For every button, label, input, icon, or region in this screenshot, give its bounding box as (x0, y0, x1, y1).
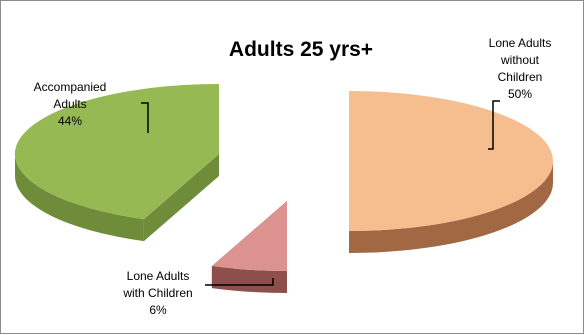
chart-title: Adults 25 yrs+ (229, 38, 373, 61)
slice-lone-without-top (349, 91, 553, 231)
leader-line-lone-without (488, 100, 500, 150)
label-lone-without-line-1: Lone Adults (489, 36, 552, 50)
data-label-accompanied: Accompanied Adults 44% (34, 80, 107, 128)
slice-lone-with-top (211, 201, 287, 272)
slice-lone-with (211, 201, 287, 293)
data-label-lone-with: Lone Adults with Children 6% (122, 269, 192, 317)
slices-layer (14, 84, 553, 293)
slice-lone-without (349, 91, 553, 253)
slice-accompanied (14, 84, 220, 242)
label-lone-without-line-3: Children (498, 70, 543, 84)
label-accompanied-line-2: Adults (53, 97, 86, 111)
slice-accompanied-side (14, 154, 144, 242)
data-label-lone-without: Lone Adults without Children 50% (489, 36, 552, 101)
label-lone-without-line-2: without (500, 53, 540, 67)
leader-line-lone-with (205, 278, 274, 286)
slice-lone-with-side (211, 266, 287, 293)
label-lone-with-line-2: with Children (122, 286, 192, 300)
label-accompanied-line-1: Accompanied (34, 80, 107, 94)
label-lone-with-value: 6% (149, 303, 167, 317)
label-accompanied-value: 44% (58, 114, 82, 128)
slice-accompanied-cut-1 (143, 154, 219, 242)
slice-lone-without-side (349, 161, 553, 253)
label-lone-with-line-1: Lone Adults (127, 269, 190, 283)
label-lone-without-value: 50% (508, 87, 532, 101)
slice-accompanied-top (14, 84, 220, 220)
leader-line-accompanied (141, 102, 149, 133)
